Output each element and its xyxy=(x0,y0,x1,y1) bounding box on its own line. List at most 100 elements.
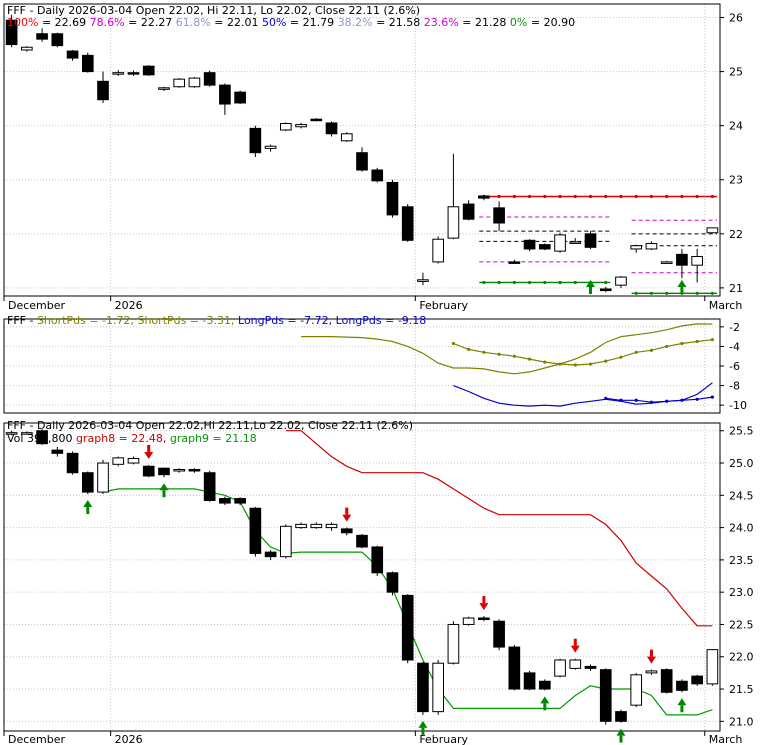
candle xyxy=(599,668,612,725)
y-tick-label: 25.0 xyxy=(729,457,754,470)
candle xyxy=(21,431,33,435)
candle xyxy=(249,506,262,557)
candle xyxy=(615,709,627,723)
oscillator-line-point xyxy=(695,397,699,401)
candle-body xyxy=(81,54,94,73)
plot-frame xyxy=(3,422,721,732)
arrow-up-marker xyxy=(677,698,687,713)
y-tick-label: 21.5 xyxy=(729,683,754,696)
candle xyxy=(401,204,414,242)
candle-body xyxy=(386,572,399,593)
x-tick-label: February xyxy=(419,299,468,312)
arrow-head xyxy=(479,603,489,611)
fib-level-value: = 22.27 xyxy=(125,16,173,29)
oscillator-line xyxy=(301,323,713,375)
arrow-down-marker xyxy=(646,649,656,664)
candle xyxy=(417,272,429,286)
candle-body xyxy=(660,261,673,264)
level-point xyxy=(604,280,608,285)
candle-body xyxy=(325,523,338,529)
level-point xyxy=(665,194,669,199)
candle-body xyxy=(264,551,277,558)
candle xyxy=(158,86,170,92)
candle-body xyxy=(158,87,170,90)
arrow-shaft xyxy=(86,507,90,515)
chart-panel-3: 21.0 21.5 22.0 22.5 23.0 23.5 24.0 24.5 25.0 25.5… xyxy=(3,419,754,743)
arrow-up-marker xyxy=(159,483,169,498)
candle xyxy=(508,645,521,691)
arrow-down-marker xyxy=(144,444,154,459)
candle xyxy=(51,446,64,457)
candle-body xyxy=(676,253,688,266)
level-point xyxy=(558,194,562,199)
level-point xyxy=(543,194,547,199)
candle-body xyxy=(462,203,475,220)
arrow-head xyxy=(418,720,428,728)
y-tick-label: 25 xyxy=(729,66,743,79)
arrow-head xyxy=(159,483,169,491)
candle xyxy=(493,201,505,232)
oscillator-line-point xyxy=(588,362,593,366)
candle-body xyxy=(508,646,521,690)
y-tick-label: 24 xyxy=(729,120,743,133)
arrow-head xyxy=(677,280,687,287)
candle xyxy=(554,658,566,678)
level-point xyxy=(512,194,516,199)
fib-level-value: = 22.69 xyxy=(38,16,86,29)
x-tick-label: 2026 xyxy=(115,733,143,745)
candle-body xyxy=(706,649,719,685)
candle-body xyxy=(386,181,399,216)
candle xyxy=(325,522,338,531)
arrow-shaft xyxy=(573,638,577,646)
candle xyxy=(66,451,79,475)
arrow-shaft xyxy=(619,735,623,743)
level-point xyxy=(710,194,714,199)
x-tick-label: March xyxy=(709,733,743,745)
y-tick-label: -2 xyxy=(729,321,740,334)
candle xyxy=(584,664,597,671)
fib-level-value: = 21.28 xyxy=(459,16,507,29)
candle-body xyxy=(523,672,536,690)
arrow-shaft xyxy=(543,703,547,711)
candle-body xyxy=(645,243,658,250)
candle-body xyxy=(523,239,536,250)
oscillator-line-point xyxy=(512,354,516,358)
oscillator-line-point xyxy=(649,348,654,352)
candle xyxy=(295,122,307,129)
oscillator-line-point xyxy=(543,360,547,364)
level-point xyxy=(604,194,608,199)
arrow-up-marker xyxy=(586,280,596,294)
candle-body xyxy=(203,72,216,86)
arrow-up-marker xyxy=(83,500,93,515)
candle-body xyxy=(188,468,201,472)
candle xyxy=(142,464,155,478)
oscillator-line-point xyxy=(604,359,608,363)
candle-body xyxy=(264,145,277,149)
panel1-title: FFF - Daily 2026-03-04 Open 22.02, Hi 22… xyxy=(7,4,420,17)
candle-body xyxy=(660,669,673,693)
oscillator-line-point xyxy=(710,395,714,399)
candle xyxy=(219,496,231,506)
fib-level-value: = 21.58 xyxy=(373,16,421,29)
candle-body xyxy=(97,462,109,493)
candle-body xyxy=(584,665,597,669)
y-tick-label: -4 xyxy=(729,340,740,353)
candle-body xyxy=(279,525,292,558)
candle-body xyxy=(691,256,703,266)
candle-body xyxy=(447,206,460,239)
oscillator-line-point xyxy=(619,398,623,402)
candle xyxy=(158,467,170,478)
level-point xyxy=(558,280,562,285)
arrow-down-marker xyxy=(342,507,352,522)
candle-body xyxy=(401,206,414,241)
chart-panel-1: 21 22 23 24 25 26 FFF - Daily 2026-03-04 Open … xyxy=(3,3,743,297)
candle xyxy=(295,522,307,529)
arrow-head xyxy=(540,696,550,704)
candle-body xyxy=(584,233,597,248)
fib-level-label: 38.2% xyxy=(334,16,372,29)
candle xyxy=(584,231,597,249)
candle-body xyxy=(97,80,109,101)
candle xyxy=(493,619,505,651)
candle xyxy=(569,238,582,244)
arrow-head xyxy=(342,514,352,522)
